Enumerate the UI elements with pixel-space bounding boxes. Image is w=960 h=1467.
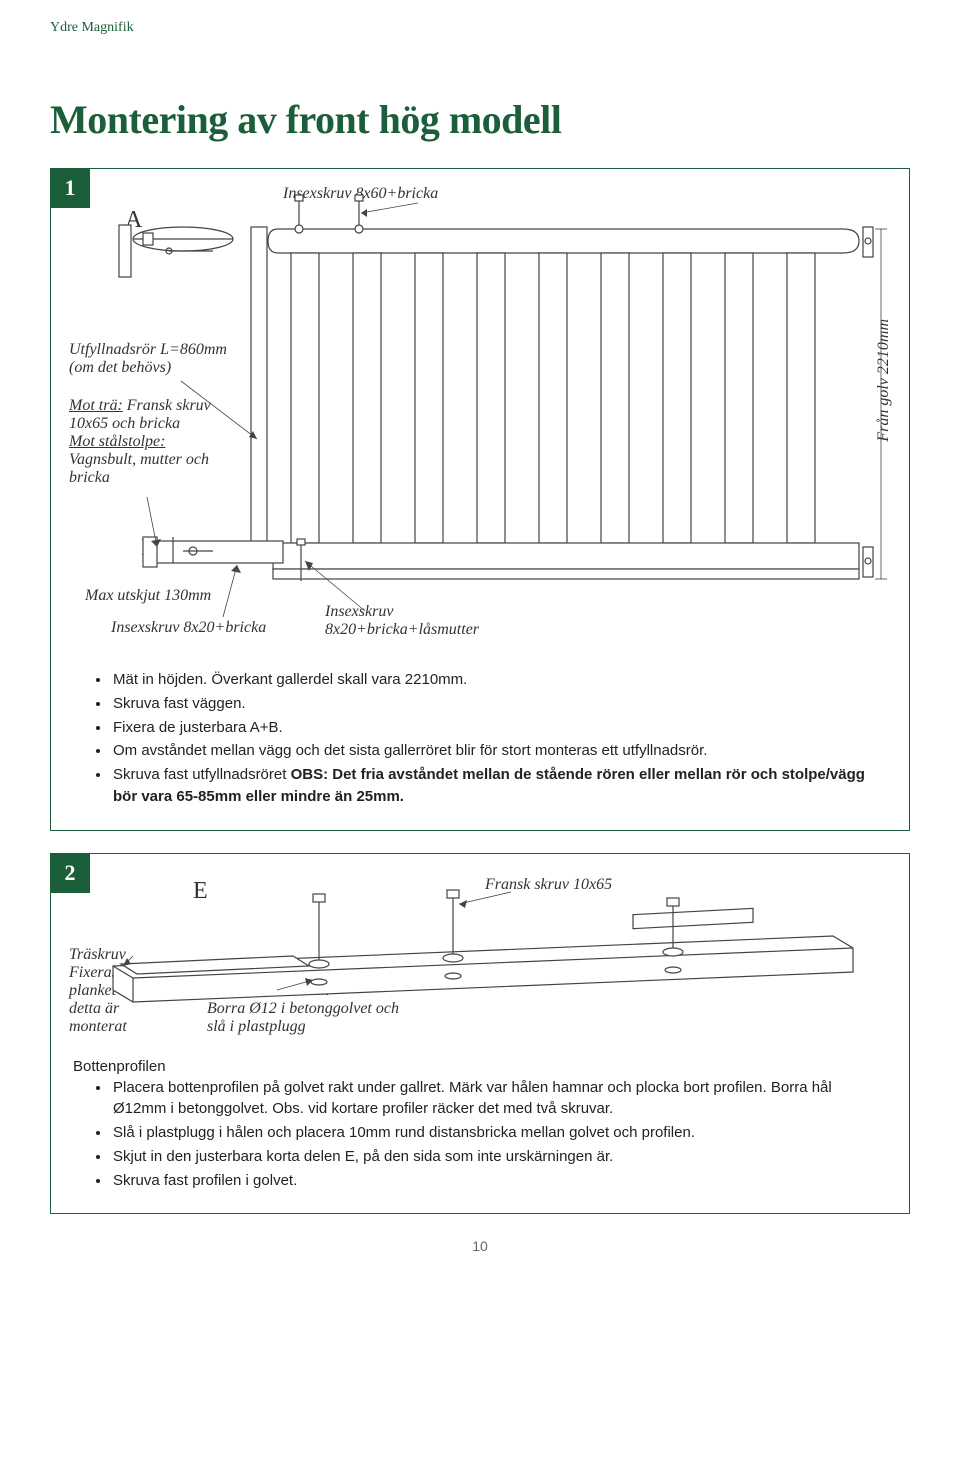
bullet-item: Placera bottenprofilen på golvet rakt un…: [111, 1077, 887, 1121]
step2-bullets-title: Bottenprofilen: [73, 1058, 887, 1075]
bullet-item: Skruva fast profilen i golvet.: [111, 1170, 887, 1192]
step-1-box: 1 A B Insexskruv 8x60+bricka Utfyllnadsr…: [50, 168, 910, 831]
step-2-diagram: E Fransk skruv 10x65 Träskruv Fixeras ge…: [73, 874, 887, 1044]
bullet-item: Skjut in den justerbara korta delen E, p…: [111, 1146, 887, 1168]
bullet-item: Skruva fast väggen.: [111, 693, 887, 715]
step1-bullets: Mät in höjden. Överkant gallerdel skall …: [73, 669, 887, 808]
bullet-item: Slå i plastplugg i hålen och placera 10m…: [111, 1122, 887, 1144]
step-1-diagram: A B Insexskruv 8x60+bricka Utfyllnadsrör…: [73, 189, 887, 659]
step1-svg: [73, 189, 893, 659]
bullet-item: Fixera de justerbara A+B.: [111, 717, 887, 739]
bullet-item: Skruva fast utfyllnadsröret OBS: Det fri…: [111, 764, 887, 808]
bullet-item: Mät in höjden. Överkant gallerdel skall …: [111, 669, 887, 691]
step2-svg: [73, 874, 893, 1044]
page-number: 10: [50, 1238, 910, 1254]
step2-bullets: Placera bottenprofilen på golvet rakt un…: [73, 1077, 887, 1192]
bullet-item: Om avståndet mellan vägg och det sista g…: [111, 740, 887, 762]
doc-header: Ydre Magnifik: [50, 20, 910, 36]
page-title: Montering av front hög modell: [50, 96, 910, 143]
step-2-box: 2 E Fransk skruv 10x65 Träskruv Fixeras …: [50, 853, 910, 1215]
